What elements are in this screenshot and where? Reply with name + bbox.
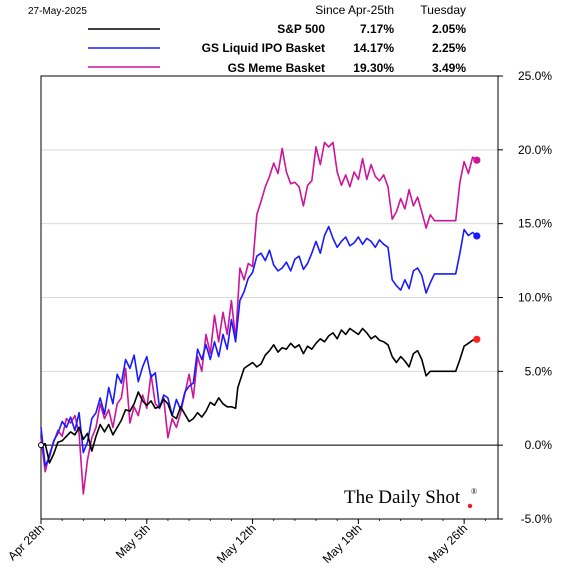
legend-since-ipo: 14.17% <box>353 41 394 55</box>
legend-tuesday-meme: 3.49% <box>432 61 466 75</box>
legend-header-tuesday: Tuesday <box>420 3 466 17</box>
grid <box>41 149 498 446</box>
x-tick-label: May 19th <box>320 521 365 566</box>
legend: S&P 500 7.17% 2.05% GS Liquid IPO Basket… <box>88 22 466 75</box>
y-tick-label: 15.0% <box>518 217 552 231</box>
legend-row-sp500: S&P 500 7.17% 2.05% <box>88 22 466 36</box>
legend-tuesday-ipo: 2.25% <box>432 41 466 55</box>
plot-frame <box>40 75 499 520</box>
series-line-0 <box>40 327 477 464</box>
y-tick-label: 25.0% <box>518 69 552 83</box>
x-tick-label: May 12th <box>214 521 259 566</box>
y-tick-label: 10.0% <box>518 291 552 305</box>
legend-row-meme: GS Meme Basket 19.30% 3.49% <box>88 61 466 75</box>
brand-mark: ® <box>471 487 477 496</box>
series-end-marker-2 <box>473 156 481 164</box>
legend-name-ipo: GS Liquid IPO Basket <box>202 41 325 55</box>
legend-header-since: Since Apr-25th <box>315 3 394 17</box>
legend-row-ipo: GS Liquid IPO Basket 14.17% 2.25% <box>88 41 466 55</box>
x-tick-label: May 5th <box>113 521 153 561</box>
series-end-marker-1 <box>473 232 481 240</box>
brand-logo: The Daily Shot ® <box>344 487 477 509</box>
series-end-marker-0 <box>473 335 481 343</box>
brand-dot-icon <box>467 503 473 509</box>
legend-tuesday-sp500: 2.05% <box>432 22 466 36</box>
legend-since-sp500: 7.17% <box>360 22 394 36</box>
brand-text: The Daily Shot <box>344 487 461 508</box>
x-tick-label: Apr 28th <box>5 521 47 563</box>
date-label: 27-May-2025 <box>28 6 87 17</box>
legend-name-meme: GS Meme Basket <box>228 61 325 75</box>
y-tick-label: -5.0% <box>521 512 553 526</box>
series-group <box>38 141 481 495</box>
y-tick-label: 20.0% <box>518 143 552 157</box>
legend-name-sp500: S&P 500 <box>277 22 325 36</box>
x-tick-label: May 26th <box>425 521 470 566</box>
series-line-2 <box>40 141 478 495</box>
legend-since-meme: 19.30% <box>353 61 394 75</box>
series-line-1 <box>40 225 478 467</box>
y-tick-label: 5.0% <box>525 364 553 378</box>
y-tick-label: 0.0% <box>525 438 553 452</box>
origin-marker <box>38 442 44 449</box>
